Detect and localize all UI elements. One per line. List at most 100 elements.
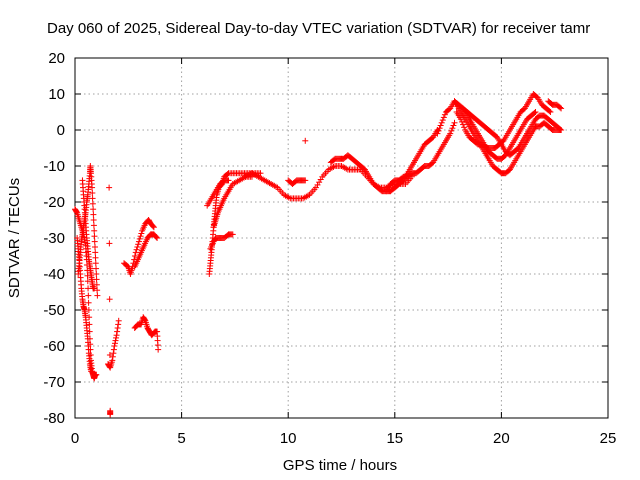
data-point <box>150 223 157 230</box>
data-point <box>111 343 118 349</box>
series-arc-18 <box>383 119 458 195</box>
series-arc-16 <box>302 137 309 144</box>
data-point <box>138 230 145 237</box>
data-point <box>87 368 94 375</box>
data-point <box>438 119 445 126</box>
series-arc-9 <box>131 314 162 353</box>
data-point <box>141 316 148 323</box>
data-point <box>153 234 160 241</box>
axis-ticks <box>74 57 609 419</box>
data-point <box>316 179 323 186</box>
y-tick-label: -70 <box>43 374 65 391</box>
data-point <box>314 181 321 188</box>
data-point <box>557 126 564 133</box>
data-point <box>92 260 99 267</box>
data-point <box>89 190 96 196</box>
series-arc-11 <box>207 231 236 252</box>
x-tick-label: 0 <box>71 430 79 447</box>
data-point <box>93 271 100 277</box>
data-point <box>89 184 96 191</box>
data-point <box>229 231 236 238</box>
data-point <box>92 254 99 261</box>
data-point <box>137 233 144 240</box>
series-arc-8 <box>131 231 161 270</box>
data-point <box>92 249 99 256</box>
data-point <box>112 337 119 344</box>
data-point <box>558 127 565 133</box>
data-point <box>436 125 443 132</box>
data-point <box>447 130 454 137</box>
series-arc-15 <box>285 177 309 187</box>
series-arc-13 <box>204 177 232 209</box>
data-point <box>90 222 97 229</box>
y-tick-label: 10 <box>48 86 65 103</box>
y-axis-label: SDTVAR / TECUs <box>6 178 23 298</box>
series-arc-5 <box>105 317 122 371</box>
data-point <box>460 121 467 128</box>
y-tick-label: -20 <box>43 194 65 211</box>
data-point <box>449 125 456 132</box>
data-point <box>317 176 324 183</box>
y-tick-label: -10 <box>43 158 65 175</box>
data-point <box>546 108 553 115</box>
data-point <box>91 238 98 245</box>
data-point <box>89 195 96 202</box>
x-tick-label: 20 <box>493 430 510 447</box>
data-point <box>302 137 309 144</box>
y-tick-label: -50 <box>43 302 65 319</box>
data-point <box>86 321 93 328</box>
series-arc-14 <box>242 163 415 202</box>
data-point <box>136 235 143 242</box>
data-point <box>150 224 157 231</box>
data-point <box>450 122 457 129</box>
data-point <box>90 206 97 213</box>
data-point <box>93 371 100 378</box>
data-points <box>72 91 565 418</box>
data-point <box>532 109 539 115</box>
data-point <box>113 334 120 341</box>
x-tick-label: 15 <box>386 430 403 447</box>
data-point <box>155 346 162 353</box>
data-point <box>451 119 458 126</box>
data-point <box>115 321 122 328</box>
data-point <box>257 170 264 177</box>
data-point <box>107 411 114 418</box>
data-point <box>109 357 116 364</box>
data-point <box>134 244 141 250</box>
data-point <box>93 265 100 272</box>
data-point <box>106 184 113 191</box>
series-arc-20 <box>434 98 565 177</box>
data-point <box>106 352 113 358</box>
data-point <box>439 117 446 124</box>
data-point <box>91 227 98 234</box>
data-point <box>115 317 122 324</box>
data-point <box>90 211 97 218</box>
data-point <box>135 238 142 245</box>
data-point <box>114 328 121 335</box>
y-tick-label: -40 <box>43 266 65 283</box>
data-point <box>457 116 464 123</box>
data-point <box>435 127 442 134</box>
data-point <box>437 122 444 129</box>
data-point <box>85 285 92 292</box>
data-point <box>302 177 309 184</box>
data-point <box>113 332 120 339</box>
x-axis-label: GPS time / hours <box>283 457 397 474</box>
data-point <box>85 299 92 306</box>
y-tick-label: 0 <box>57 122 65 139</box>
series-arc-6 <box>106 184 114 418</box>
data-point <box>94 292 101 299</box>
data-point <box>135 241 142 248</box>
data-point <box>110 350 117 357</box>
gridlines <box>75 58 608 418</box>
data-point <box>114 325 121 331</box>
data-point <box>225 177 232 184</box>
data-point <box>106 240 113 247</box>
data-point <box>531 109 538 116</box>
series-arc-12 <box>210 173 255 231</box>
data-point <box>434 130 441 137</box>
data-point <box>132 249 139 256</box>
data-point <box>91 233 98 240</box>
y-tick-label: 20 <box>48 50 65 67</box>
